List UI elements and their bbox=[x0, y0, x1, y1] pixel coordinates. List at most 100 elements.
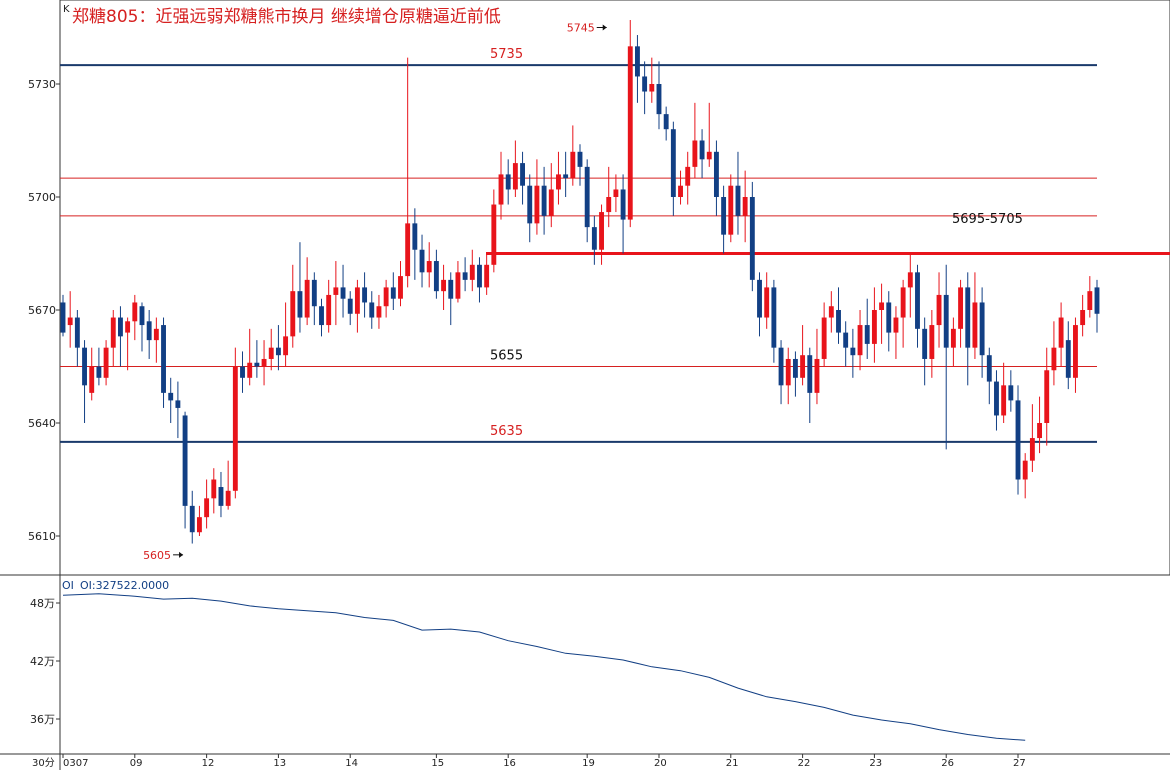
candle-up bbox=[211, 479, 217, 499]
candle-down bbox=[591, 227, 597, 250]
x-tick-label: 22 bbox=[798, 758, 811, 769]
candle-up bbox=[929, 325, 935, 359]
candle-up bbox=[512, 163, 518, 190]
candle-up bbox=[110, 317, 116, 348]
candle-down bbox=[505, 174, 511, 190]
candle-down bbox=[218, 487, 224, 506]
annotation-5745: 5745 bbox=[567, 22, 595, 35]
candle-up bbox=[570, 151, 576, 179]
oi-legend-value: OI:327522.0000 bbox=[80, 579, 169, 592]
x-axis: 0307 09 12 13 14 15 16 19 20 21 22 23 26 27 bbox=[62, 754, 1026, 769]
candle-up bbox=[599, 212, 604, 250]
candle-up bbox=[857, 325, 863, 356]
candle-down bbox=[82, 347, 87, 386]
candle-down bbox=[182, 415, 188, 506]
candle-up bbox=[225, 490, 231, 506]
candle-up bbox=[326, 294, 332, 326]
oi-tick-label: 48万 bbox=[30, 597, 55, 610]
candle-down bbox=[1094, 287, 1100, 314]
candle-down bbox=[412, 223, 418, 250]
candle-up bbox=[268, 347, 274, 359]
candle-down bbox=[986, 355, 992, 382]
candle-up bbox=[1051, 347, 1057, 371]
candle-down bbox=[778, 347, 784, 386]
candle-down bbox=[735, 185, 741, 216]
candle-up bbox=[706, 151, 712, 160]
candle-up bbox=[936, 294, 942, 326]
candle-up bbox=[1080, 310, 1086, 326]
candle-down bbox=[60, 302, 66, 333]
x-tick-label: 19 bbox=[582, 758, 595, 769]
candle-down bbox=[577, 151, 583, 167]
candle-down bbox=[584, 166, 590, 228]
candle-up bbox=[196, 517, 202, 533]
x-tick-label: 23 bbox=[869, 758, 882, 769]
candle-down bbox=[311, 279, 317, 307]
candle-down bbox=[563, 174, 569, 179]
candle-down bbox=[118, 317, 123, 337]
candle-up bbox=[89, 366, 95, 393]
candle-up bbox=[455, 272, 461, 299]
annotation-arrow-head bbox=[602, 24, 607, 31]
candle-down bbox=[670, 129, 676, 197]
candle-down bbox=[161, 325, 166, 393]
candle-down bbox=[771, 287, 777, 348]
candle-down bbox=[319, 306, 324, 326]
candle-up bbox=[879, 302, 885, 310]
candle-up bbox=[821, 317, 827, 359]
candle-up bbox=[354, 287, 360, 314]
oi-legend-name: OI bbox=[62, 579, 74, 592]
candle-up bbox=[785, 358, 791, 386]
candle-up bbox=[828, 306, 834, 318]
price-annotations: 5745 5605 bbox=[143, 22, 607, 562]
x-tick-label: 21 bbox=[726, 758, 739, 769]
hline-label-5655: 5655 bbox=[490, 349, 523, 364]
candle-up bbox=[1029, 438, 1035, 461]
candle-up bbox=[950, 328, 956, 348]
candle-up bbox=[426, 261, 432, 273]
candle-down bbox=[347, 298, 353, 314]
candle-up bbox=[103, 347, 109, 378]
candle-down bbox=[620, 189, 626, 220]
candle-up bbox=[900, 287, 906, 318]
candle-down bbox=[541, 185, 547, 216]
candle-down bbox=[965, 287, 971, 348]
candle-up bbox=[613, 189, 619, 197]
candle-up bbox=[491, 204, 497, 265]
price-axis: 5730 5700 5670 5640 5610 bbox=[28, 78, 60, 543]
candle-down bbox=[792, 358, 798, 378]
candle-up bbox=[972, 302, 978, 348]
x-tick-label: 0307 bbox=[63, 758, 88, 769]
candle-up bbox=[958, 287, 964, 329]
candle-down bbox=[189, 505, 195, 533]
candle-up bbox=[728, 185, 734, 235]
candle-down bbox=[462, 272, 468, 280]
candle-up bbox=[764, 287, 770, 318]
x-tick-label: 12 bbox=[202, 758, 215, 769]
candle-down bbox=[527, 185, 533, 224]
candle-down bbox=[943, 294, 949, 348]
candle-down bbox=[448, 279, 454, 299]
candle-down bbox=[362, 287, 368, 303]
candle-up bbox=[441, 279, 447, 292]
oi-panel: 48万 42万 36万 bbox=[30, 593, 1026, 741]
candle-down bbox=[240, 366, 245, 378]
hline-label-5695: 5695-5705 bbox=[952, 212, 1023, 227]
candle-up bbox=[685, 166, 691, 186]
candle-down bbox=[433, 261, 439, 292]
candle-up bbox=[627, 46, 633, 220]
candle-up bbox=[1044, 370, 1050, 423]
candle-up bbox=[871, 310, 877, 344]
candle-down bbox=[979, 302, 985, 356]
candle-up bbox=[1022, 460, 1028, 480]
k-marker: K bbox=[63, 4, 70, 15]
candle-up bbox=[556, 174, 561, 190]
candle-up bbox=[405, 223, 411, 277]
candle-down bbox=[749, 197, 755, 280]
hline-label-5635: 5635 bbox=[490, 424, 523, 439]
candle-up bbox=[606, 197, 612, 213]
candle-down bbox=[74, 317, 80, 348]
candle-up bbox=[398, 276, 403, 299]
